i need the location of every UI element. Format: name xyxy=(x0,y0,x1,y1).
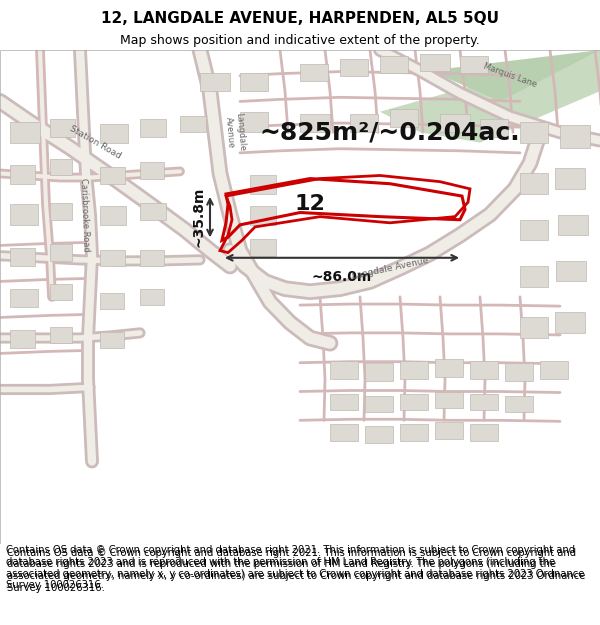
Bar xyxy=(200,72,230,91)
Bar xyxy=(100,292,124,309)
Bar xyxy=(460,56,488,72)
Bar xyxy=(140,119,166,138)
Bar xyxy=(556,261,586,281)
Bar xyxy=(100,206,126,225)
Bar xyxy=(470,424,498,441)
Bar xyxy=(380,56,408,72)
Bar xyxy=(300,114,330,132)
Bar xyxy=(558,214,588,235)
Bar xyxy=(400,424,428,441)
Bar xyxy=(540,361,568,379)
Bar xyxy=(250,176,276,194)
Text: Contains OS data © Crown copyright and database right 2021. This information is : Contains OS data © Crown copyright and d… xyxy=(6,546,584,590)
Bar xyxy=(350,114,378,132)
Bar xyxy=(520,220,548,240)
Bar xyxy=(470,394,498,410)
Bar xyxy=(505,396,533,412)
Text: Contains OS data © Crown copyright and database right 2021. This information is : Contains OS data © Crown copyright and d… xyxy=(7,548,586,592)
Bar xyxy=(10,248,35,266)
Bar xyxy=(560,125,590,148)
Bar xyxy=(520,173,548,194)
Bar xyxy=(250,239,276,256)
Bar xyxy=(50,119,75,138)
Bar xyxy=(435,359,463,377)
Text: ~86.0m: ~86.0m xyxy=(312,270,372,284)
Bar xyxy=(470,361,498,379)
Bar xyxy=(50,327,72,343)
Bar xyxy=(340,59,368,76)
Bar xyxy=(100,168,125,184)
Text: Carisbrooke Road: Carisbrooke Road xyxy=(79,177,91,252)
Bar xyxy=(365,396,393,412)
Bar xyxy=(250,206,276,225)
Bar xyxy=(10,289,38,307)
Bar xyxy=(390,109,418,127)
Text: Station Road: Station Road xyxy=(68,124,122,161)
Bar xyxy=(50,159,72,176)
Bar xyxy=(140,162,164,179)
Bar xyxy=(10,122,40,142)
Bar xyxy=(330,361,358,379)
Bar xyxy=(480,119,508,138)
Bar xyxy=(100,124,128,142)
Bar xyxy=(400,394,428,410)
Bar xyxy=(330,394,358,410)
Bar xyxy=(100,332,124,348)
Text: Marquis Lane: Marquis Lane xyxy=(482,62,538,89)
Bar xyxy=(400,361,428,379)
Bar xyxy=(50,203,72,220)
Bar xyxy=(140,203,166,220)
Bar xyxy=(520,318,548,338)
Bar xyxy=(505,362,533,381)
Bar xyxy=(140,249,164,266)
Text: Langdale Avenue: Langdale Avenue xyxy=(351,256,429,281)
Text: Langdale
Avenue: Langdale Avenue xyxy=(224,112,247,152)
Text: 12: 12 xyxy=(295,194,325,214)
Bar xyxy=(520,122,548,142)
Text: Map shows position and indicative extent of the property.: Map shows position and indicative extent… xyxy=(120,34,480,47)
Bar xyxy=(50,284,72,300)
Bar xyxy=(365,426,393,443)
Text: 12, LANGDALE AVENUE, HARPENDEN, AL5 5QU: 12, LANGDALE AVENUE, HARPENDEN, AL5 5QU xyxy=(101,11,499,26)
Bar xyxy=(240,72,268,91)
Bar xyxy=(140,289,164,305)
Bar xyxy=(435,391,463,408)
Bar xyxy=(300,64,328,81)
Bar xyxy=(520,266,548,287)
Bar xyxy=(555,168,585,189)
Bar xyxy=(330,424,358,441)
Bar xyxy=(435,422,463,439)
Bar xyxy=(440,114,470,132)
Bar xyxy=(420,54,450,71)
Bar xyxy=(555,312,585,333)
Bar xyxy=(365,362,393,381)
Polygon shape xyxy=(380,50,600,142)
Bar xyxy=(100,249,125,266)
Bar xyxy=(50,244,72,261)
Text: ~35.8m: ~35.8m xyxy=(191,187,205,248)
Bar xyxy=(240,112,268,132)
Bar xyxy=(10,330,35,348)
Bar xyxy=(10,165,35,184)
Polygon shape xyxy=(430,50,600,101)
Bar xyxy=(10,204,38,225)
Text: ~825m²/~0.204ac.: ~825m²/~0.204ac. xyxy=(260,120,520,144)
Bar xyxy=(180,116,206,132)
